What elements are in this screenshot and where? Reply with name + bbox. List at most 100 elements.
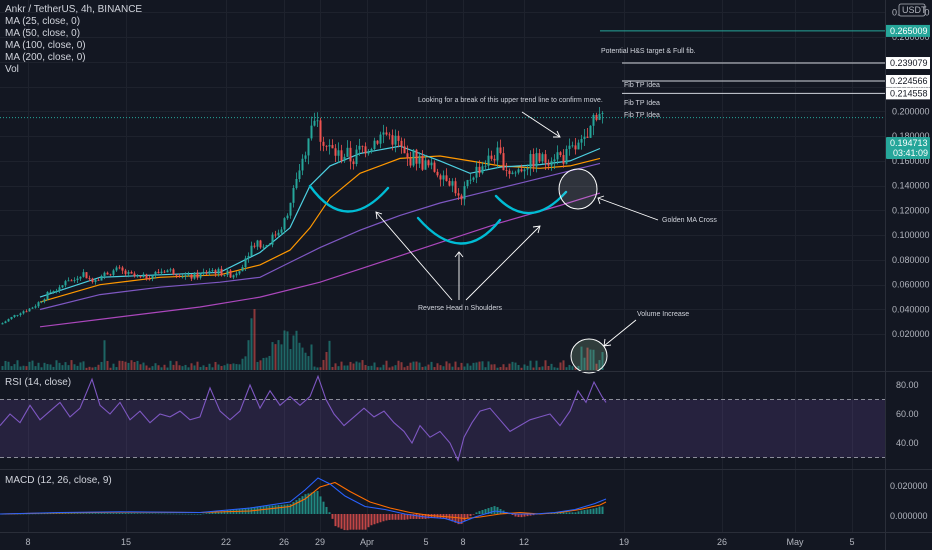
candle-body xyxy=(196,272,199,278)
macd-hist-bar xyxy=(193,513,196,515)
macd-hist-bar xyxy=(202,513,205,515)
candle-body xyxy=(436,171,439,176)
macd-hist-bar xyxy=(28,513,31,515)
candle-body xyxy=(280,229,283,233)
macd-hist-bar xyxy=(529,514,532,516)
macd-hist-bar xyxy=(517,514,520,517)
volume-bar xyxy=(154,363,157,370)
macd-hist-bar xyxy=(598,506,601,514)
volume-bar xyxy=(442,366,445,370)
macd-label: MACD (12, 26, close, 9) xyxy=(5,475,112,486)
candle-body xyxy=(184,275,187,277)
candle-body xyxy=(430,162,433,166)
candle-body xyxy=(307,138,310,156)
time-label: 8 xyxy=(460,537,465,547)
candle-body xyxy=(427,160,430,166)
candle-body xyxy=(109,274,112,276)
volume-bar xyxy=(253,309,256,370)
volume-bar xyxy=(541,366,544,370)
volume-bar xyxy=(430,361,433,370)
volume-bar xyxy=(340,361,343,370)
macd-hist-bar xyxy=(487,508,490,514)
candle-body xyxy=(1,323,4,325)
candle-body xyxy=(484,165,487,167)
volume-bar xyxy=(529,360,532,370)
volume-bar xyxy=(364,364,367,370)
macd-hist-bar xyxy=(205,513,208,514)
volume-bar xyxy=(565,367,568,370)
macd-hist-bar xyxy=(280,504,283,514)
volume-bar xyxy=(73,364,76,370)
volume-bar xyxy=(547,366,550,370)
volume-bar xyxy=(49,364,52,370)
candle-body xyxy=(175,274,178,276)
volume-bar xyxy=(133,361,136,370)
volume-bar xyxy=(598,360,601,370)
candle-body xyxy=(361,145,364,147)
volume-bar xyxy=(139,364,142,370)
macd-hist-bar xyxy=(220,511,223,514)
currency-box[interactable] xyxy=(898,3,926,17)
volume-bar xyxy=(499,367,502,370)
volume-bar xyxy=(40,367,43,370)
macd-hist-bar xyxy=(178,513,181,515)
volume-bar xyxy=(490,364,493,370)
candle-body xyxy=(496,147,499,161)
candle-body xyxy=(37,302,40,307)
macd-hist-bar xyxy=(151,513,154,515)
price-tick: 0.060000 xyxy=(892,280,930,290)
macd-hist-bar xyxy=(49,513,52,515)
annotation-fib3: Fib TP Idea xyxy=(624,112,660,119)
candle-body xyxy=(313,120,316,126)
macd-hist-bar xyxy=(355,514,358,530)
candle-body xyxy=(589,125,592,138)
macd-hist-bar xyxy=(313,491,316,514)
macd-hist-bar xyxy=(568,512,571,514)
macd-hist-bar xyxy=(466,514,469,519)
candle-body xyxy=(352,161,355,165)
candle-body xyxy=(28,308,31,312)
macd-hist-bar xyxy=(589,509,592,514)
candle-body xyxy=(139,275,142,278)
candle-body xyxy=(343,156,346,161)
macd-hist-bar xyxy=(277,505,280,514)
volume-bar xyxy=(553,367,556,370)
macd-hist-bar xyxy=(337,514,340,528)
volume-bar xyxy=(241,358,244,370)
candle-body xyxy=(319,120,322,142)
volume-bar xyxy=(436,363,439,370)
volume-bar xyxy=(31,360,34,370)
macd-hist-bar xyxy=(88,513,91,514)
volume-bar xyxy=(538,367,541,370)
volume-bar xyxy=(397,360,400,370)
price-tick: 0.040000 xyxy=(892,304,930,314)
candle-body xyxy=(490,155,493,159)
currency-label[interactable]: USDT xyxy=(902,5,927,15)
volume-bar xyxy=(235,364,238,370)
candle-body xyxy=(433,162,436,172)
volume-bar xyxy=(55,360,58,370)
price-tick: 0.100000 xyxy=(892,230,930,240)
price-tick: 0.180000 xyxy=(892,131,930,141)
candle-body xyxy=(271,234,274,245)
macd-hist-bar xyxy=(166,513,169,515)
candle-body xyxy=(163,271,166,273)
volume-bar xyxy=(433,367,436,370)
volume-bar xyxy=(295,330,298,370)
candle-body xyxy=(106,272,109,275)
candle-body xyxy=(226,270,229,275)
volume-bar xyxy=(16,360,19,370)
macd-hist-bar xyxy=(358,514,361,530)
candle-body xyxy=(127,272,130,274)
time-axis[interactable]: 8 15 22 26 29 Apr 5 8 12 19 26 May 5 xyxy=(25,537,854,547)
macd-hist-bar xyxy=(457,514,460,525)
macd-hist-bar xyxy=(187,513,190,515)
volume-bar xyxy=(28,361,31,370)
price-tick: 0.140000 xyxy=(892,181,930,191)
candle-body xyxy=(211,270,214,272)
macd-hist-bar xyxy=(340,514,343,529)
candle-body xyxy=(442,175,445,180)
volume-bar xyxy=(88,366,91,370)
last-price-tag: 0.194713 03:41:09 xyxy=(886,137,930,159)
